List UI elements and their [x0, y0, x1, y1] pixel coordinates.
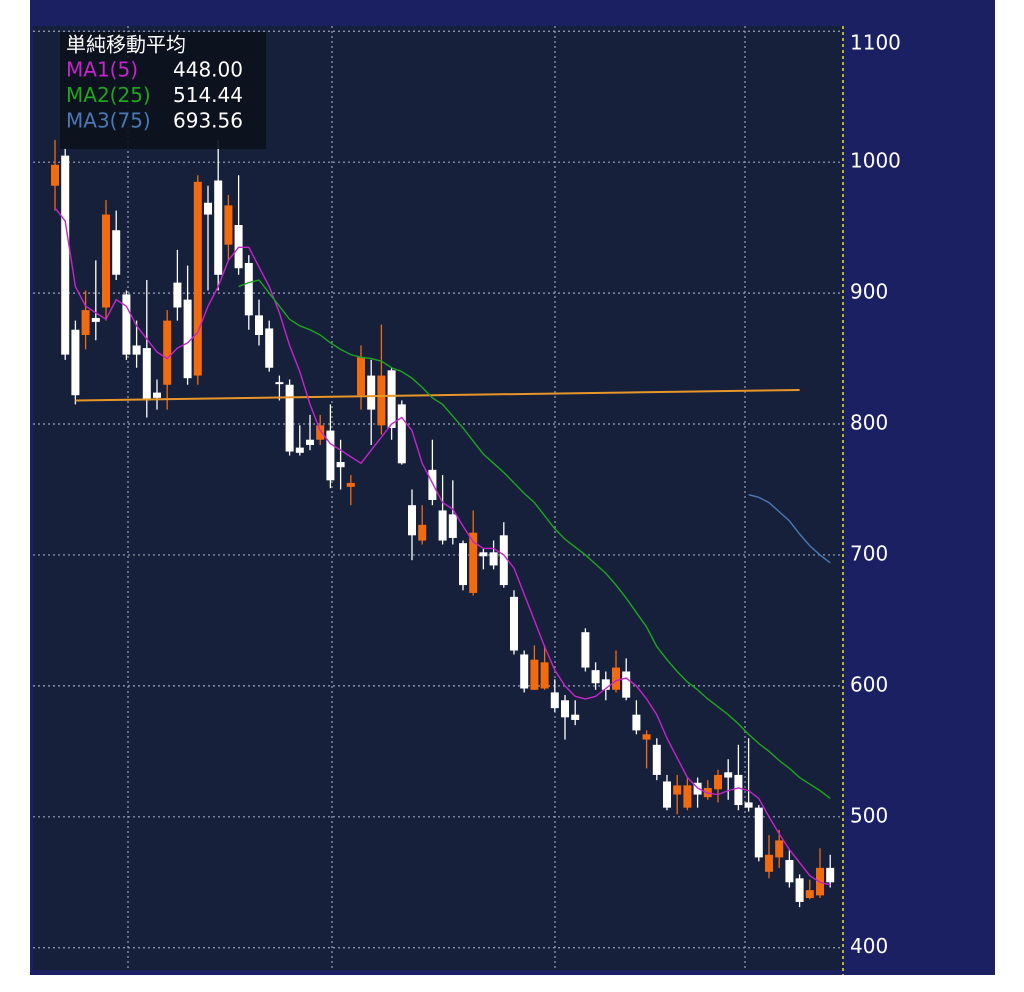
candle-body	[367, 375, 376, 410]
candle-body	[724, 772, 733, 778]
candle-body	[306, 439, 314, 445]
legend-name: MA3(75)	[66, 109, 151, 133]
candle-body	[489, 552, 498, 566]
candle-body	[765, 854, 773, 872]
candle-body	[183, 299, 192, 379]
candle-body	[530, 659, 539, 690]
candle-body	[61, 155, 70, 355]
candle-body	[285, 384, 294, 452]
candle-body	[438, 510, 447, 541]
candle-body	[663, 781, 671, 808]
ma-line	[238, 279, 831, 800]
y-tick-label: 700	[850, 541, 888, 565]
candle-body	[275, 382, 284, 385]
candle-body	[469, 532, 478, 593]
vertical-grid	[127, 26, 746, 970]
candle-body	[734, 774, 743, 806]
plot-area	[33, 26, 843, 970]
candle-body	[397, 404, 406, 464]
y-tick-label: 900	[850, 280, 888, 304]
candle-body	[173, 282, 182, 308]
candle-body	[193, 181, 202, 376]
candle-body	[673, 785, 682, 795]
candle-body	[754, 807, 763, 858]
candle-body	[459, 543, 467, 586]
candle-body	[408, 505, 416, 536]
legend-name: MA2(25)	[66, 83, 151, 107]
candle-body	[51, 164, 59, 186]
candle-body	[326, 430, 335, 481]
candle-body	[132, 345, 141, 355]
candle-body	[295, 447, 304, 453]
candle-body	[336, 461, 345, 468]
candle-body	[499, 535, 508, 586]
y-tick-label: 500	[850, 803, 888, 827]
candle-body	[71, 329, 80, 396]
candle-body	[591, 670, 600, 684]
candle-body	[805, 890, 814, 898]
candle-body	[683, 785, 692, 808]
candle-body	[387, 370, 396, 428]
legend-name: MA1(5)	[66, 58, 138, 82]
candle-body	[102, 214, 110, 308]
candle-body	[785, 860, 794, 883]
y-tick-label: 1100	[850, 31, 901, 55]
candle-body	[571, 714, 580, 720]
candle-body	[601, 679, 610, 690]
candle-body	[112, 230, 121, 275]
candle-body	[214, 180, 223, 275]
candle-body	[153, 392, 161, 398]
candle-body	[775, 840, 784, 858]
candle-body	[81, 310, 90, 335]
candle-body	[357, 357, 365, 396]
legend-value: 693.56	[173, 109, 243, 133]
candle-body	[642, 734, 651, 740]
candle-body	[448, 514, 457, 538]
candle-body	[163, 320, 172, 385]
candle-body	[795, 878, 804, 902]
candle-body	[550, 692, 559, 709]
ma-line	[54, 207, 831, 886]
candle-body	[561, 700, 569, 718]
trend-line	[75, 388, 800, 402]
legend-value: 448.00	[173, 58, 243, 82]
legend-value: 514.44	[173, 83, 243, 107]
candle-body	[520, 654, 529, 689]
plot-layer	[33, 30, 843, 949]
candle-body	[91, 317, 100, 322]
candle-body	[479, 552, 488, 557]
candle-body	[540, 662, 549, 689]
candle-body	[510, 596, 518, 651]
y-tick-label: 400	[850, 934, 888, 958]
candle-body	[255, 315, 263, 335]
candle-body	[418, 524, 427, 541]
candle-body	[652, 744, 661, 775]
candle-body	[142, 348, 151, 401]
ma-line	[748, 494, 831, 564]
candle-body	[224, 205, 233, 245]
candle-body	[714, 774, 722, 790]
candle-body	[612, 667, 620, 690]
candle-body	[265, 328, 274, 368]
candle-body	[428, 469, 437, 500]
candle-body	[632, 714, 641, 731]
candle-body	[377, 375, 386, 426]
candle-body	[204, 202, 212, 215]
candle-body	[316, 425, 325, 440]
candle-body	[744, 802, 753, 808]
candle-body	[826, 867, 835, 883]
y-tick-label: 600	[850, 672, 888, 696]
candle-body	[622, 671, 631, 698]
candle-body	[346, 482, 355, 487]
legend: MA1(5) 448.00 MA2(25) 514.44 MA3(75) 693.56	[66, 58, 243, 133]
legend-box	[60, 32, 266, 149]
legend-title: 単純移動平均	[66, 33, 186, 57]
candle-body	[244, 262, 253, 316]
y-tick-label: 800	[850, 411, 888, 435]
candle-body	[581, 632, 590, 668]
candle-body	[122, 294, 131, 355]
y-tick-label: 1000	[850, 149, 901, 173]
